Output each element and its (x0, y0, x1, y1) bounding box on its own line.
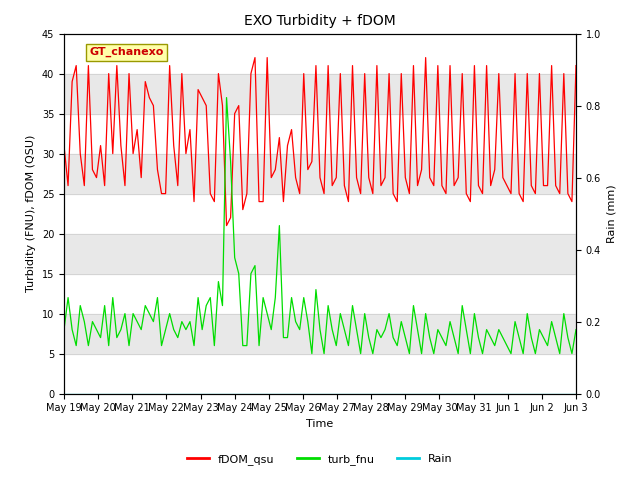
Bar (64, 73, 576, 114)
Bar (64, 313, 576, 354)
Legend: fDOM_qsu, turb_fnu, Rain: fDOM_qsu, turb_fnu, Rain (182, 450, 458, 469)
Bar (64, 234, 576, 274)
X-axis label: Time: Time (307, 419, 333, 429)
Y-axis label: Rain (mm): Rain (mm) (607, 184, 617, 243)
Text: GT_chanexo: GT_chanexo (90, 47, 164, 58)
Title: EXO Turbidity + fDOM: EXO Turbidity + fDOM (244, 14, 396, 28)
Bar (64, 154, 576, 193)
Y-axis label: Turbidity (FNU), fDOM (QSU): Turbidity (FNU), fDOM (QSU) (26, 135, 36, 292)
